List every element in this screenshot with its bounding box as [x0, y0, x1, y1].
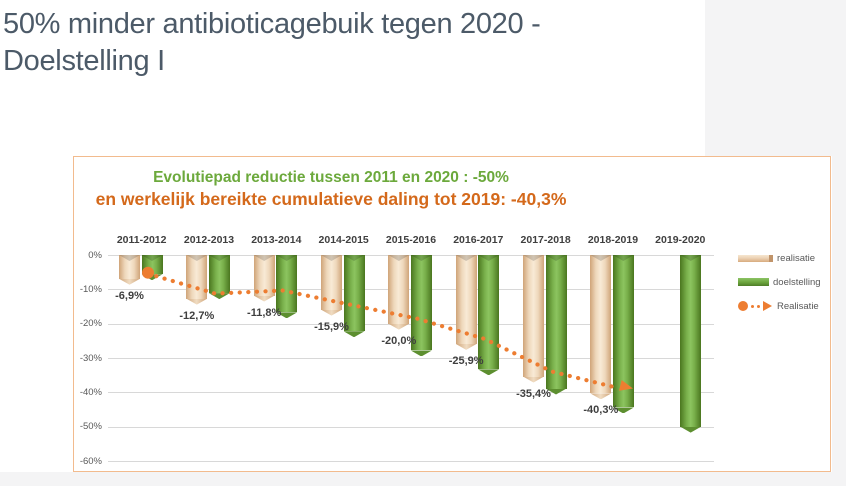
legend-swatch-doelstelling [738, 278, 769, 286]
y-tick-label: -10% [79, 283, 102, 295]
data-label: -25,9% [448, 354, 484, 367]
bar-doelstelling [208, 255, 230, 294]
legend-label: doelstelling [773, 276, 821, 288]
category-label: 2016-2017 [453, 234, 504, 246]
legend-label: realisatie [777, 252, 816, 264]
legend-row: doelstelling [738, 274, 830, 290]
y-tick-label: -20% [79, 318, 102, 330]
bar-realisatie [186, 255, 208, 299]
y-tick-label: 0% [88, 249, 102, 261]
category-labels: 2011-2012 2012-2013 2013-2014 2014-2015 2015… [108, 234, 714, 246]
data-label: -20,0% [381, 334, 417, 347]
bar-realisatie [455, 255, 477, 344]
legend-line-dot-icon [757, 304, 760, 308]
data-label: -6,9% [115, 289, 144, 302]
page-title: 50% minder antibioticagebuik tegen 2020 … [3, 6, 703, 80]
category-label: 2018-2019 [587, 234, 639, 246]
y-tick-label: -40% [79, 386, 102, 398]
legend-line-arrow-icon [763, 301, 772, 311]
bar-doelstelling [612, 255, 634, 408]
data-label: -12,7% [179, 309, 215, 322]
bar-realisatie [253, 255, 275, 296]
y-tick-label: -60% [79, 455, 102, 467]
legend-row: realisatie [738, 250, 830, 266]
category-label: 2013-2014 [251, 234, 302, 246]
legend-label: Realisatie [777, 300, 819, 312]
data-label: -11,8% [247, 306, 282, 319]
gridline [108, 392, 714, 394]
data-label: -15,9% [314, 320, 349, 333]
chart-title-line2: en werkelijk bereikte cumulatieve daling… [95, 189, 567, 209]
bar-doelstelling [545, 255, 567, 389]
bar-realisatie [119, 255, 140, 279]
background-panel-bottom [0, 472, 846, 486]
page-title-line2: Doelstelling I [3, 45, 165, 77]
legend-swatch-realisatie [738, 254, 773, 262]
chart-panel: Evolutiepad reductie tussen 2011 en 2020… [73, 156, 831, 472]
category-label: 2015-2016 [385, 234, 437, 246]
legend-line-dot-icon [751, 304, 754, 308]
gridline [108, 461, 714, 462]
bar-realisatie [321, 255, 342, 310]
bar-realisatie [523, 255, 544, 377]
page-title-line1: 50% minder antibioticagebuik tegen 2020 … [3, 8, 541, 40]
bar-doelstelling [680, 255, 702, 427]
plot-area: -6,9% -12,7% -11,8% -15,9% -20,0% -25,9% -35,4… [108, 255, 714, 462]
data-label: -35,4% [516, 387, 551, 400]
chart-title-line1: Evolutiepad reductie tussen 2011 en 2020… [153, 169, 509, 186]
legend: realisatie doelstelling Realisatie [738, 250, 830, 314]
category-label: 2012-2013 [183, 234, 235, 246]
bar-realisatie [590, 255, 612, 394]
data-label: -40,3% [583, 404, 619, 417]
gridline [108, 426, 714, 428]
background-panel-right [832, 156, 846, 486]
bar-doelstelling [276, 255, 298, 313]
y-axis-labels: 0% -10% -20% -30% -40% -50% -60% [74, 250, 103, 467]
category-label: 2011-2012 [116, 234, 167, 246]
category-label: 2017-2018 [520, 234, 571, 246]
legend-line-dot-icon [738, 301, 748, 311]
bar-doelstelling [141, 255, 163, 275]
category-label: 2014-2015 [318, 234, 369, 246]
category-label: 2019-2020 [655, 234, 706, 246]
y-tick-label: -30% [79, 352, 102, 364]
background-panel-top-right [705, 0, 846, 156]
legend-row: Realisatie [738, 298, 830, 314]
bar-realisatie [388, 255, 410, 324]
bar-doelstelling [478, 255, 500, 370]
y-tick-label: -50% [79, 421, 102, 433]
legend-swatch-trend-line [738, 301, 773, 311]
